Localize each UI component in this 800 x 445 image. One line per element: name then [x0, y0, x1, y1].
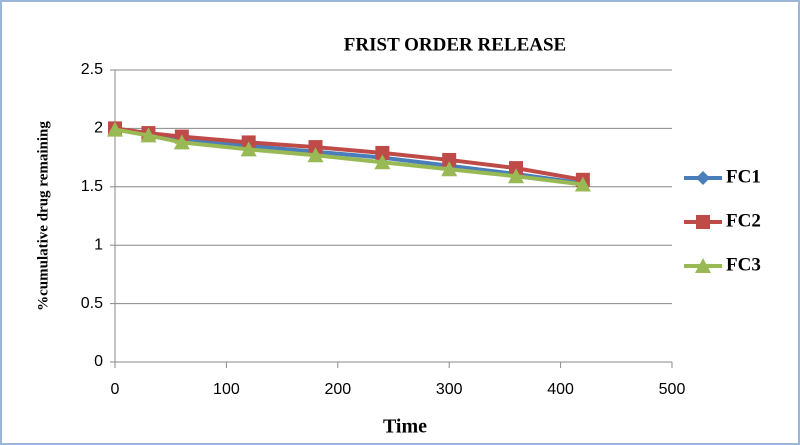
chart-title: FRIST ORDER RELEASE	[344, 34, 566, 55]
legend-label: FC3	[726, 254, 761, 275]
marker	[696, 171, 710, 185]
x-axis-label: Time	[383, 416, 427, 438]
y-tick-label: 1.5	[81, 178, 103, 195]
marker	[375, 145, 390, 160]
legend-label: FC2	[726, 210, 761, 231]
y-tick-label: 1	[94, 236, 103, 253]
x-tick-label: 300	[436, 381, 463, 398]
marker	[574, 176, 591, 192]
x-tick-label: 0	[111, 381, 120, 398]
marker	[374, 154, 391, 170]
y-axis-label: %cumulative drug remaining	[35, 121, 51, 311]
x-tick-label: 500	[659, 381, 686, 398]
legend-label: FC1	[726, 166, 761, 187]
marker	[173, 134, 190, 150]
marker	[307, 147, 324, 163]
marker	[240, 141, 257, 157]
y-tick-label: 0.5	[81, 295, 103, 312]
marker	[140, 127, 157, 143]
marker	[509, 161, 524, 176]
y-tick-label: 2	[94, 120, 103, 137]
y-tick-label: 2.5	[81, 61, 103, 78]
marker	[441, 161, 458, 177]
marker	[308, 140, 323, 155]
y-tick-label: 0	[94, 353, 103, 370]
marker	[442, 152, 457, 167]
x-tick-label: 100	[213, 381, 240, 398]
marker	[107, 121, 123, 137]
marker	[508, 168, 525, 184]
x-tick-label: 200	[324, 381, 351, 398]
marker	[696, 215, 710, 229]
x-tick-label: 400	[547, 381, 574, 398]
marker	[695, 258, 711, 273]
